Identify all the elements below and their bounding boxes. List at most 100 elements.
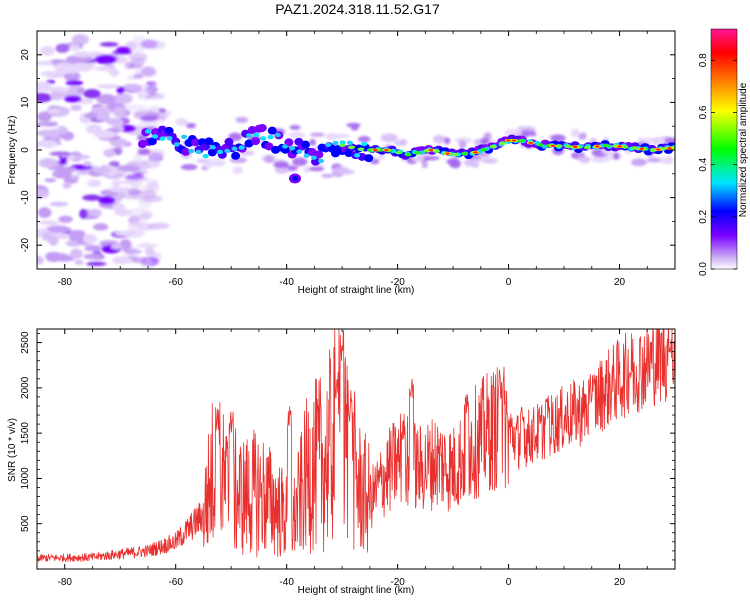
ridge-core (152, 134, 159, 139)
colorbar-tick-label: 0.8 (698, 53, 709, 67)
noise-blob (49, 201, 69, 207)
noise-blob (133, 214, 150, 221)
noise-blob (138, 259, 151, 267)
snr-y-axis-label: SNR (10 * v/v) (7, 418, 18, 482)
halo-blob (421, 162, 429, 169)
noise-blob (48, 235, 59, 246)
noise-blob (37, 139, 59, 148)
noise-blob (62, 182, 72, 189)
noise-blob (133, 35, 146, 45)
halo-blob (175, 117, 189, 126)
noise-blob (136, 242, 158, 249)
noise-blob (107, 186, 132, 193)
noise-blob (47, 108, 61, 114)
ridge-core (231, 146, 238, 151)
spectrogram-blobs (37, 34, 675, 267)
noise-blob (144, 247, 155, 256)
noise-blob (44, 178, 57, 183)
ridge-blob (231, 151, 241, 160)
noise-blob (79, 208, 88, 219)
noise-blob (37, 188, 50, 199)
noise-blob (142, 189, 156, 199)
noise-blob (70, 174, 80, 180)
ridge-red (617, 145, 622, 148)
halo-blob (570, 128, 580, 138)
noise-blob (76, 86, 85, 94)
ridge-blob (251, 137, 261, 146)
x-tick-label: -60 (168, 277, 183, 288)
noise-blob (57, 160, 68, 165)
noise-blob (40, 70, 64, 77)
snr-frame (36, 328, 676, 570)
snr-series-line (37, 329, 675, 562)
spectrogram-panel: -80 -60 -40 -20 0 20 -20 -10 0 10 20 Height of str… (7, 30, 676, 296)
halo-blob (433, 134, 446, 144)
noise-blob (58, 215, 73, 223)
x-tick-label: 20 (614, 277, 626, 288)
noise-blob (37, 255, 44, 265)
noise-blob (125, 75, 144, 80)
noise-blob (106, 117, 124, 126)
noise-blob (38, 158, 59, 168)
ridge-core (296, 149, 303, 154)
ridge-red (550, 144, 556, 147)
noise-blob (145, 81, 157, 87)
halo-blob (332, 133, 351, 139)
noise-blob (64, 95, 82, 103)
noise-blob (128, 43, 146, 53)
noise-blob (63, 71, 81, 82)
y-tick-label: 10 (20, 96, 31, 108)
halo-blob (398, 138, 408, 147)
ridge-red (511, 139, 517, 142)
spectrogram-x-axis-label: Height of straight line (km) (298, 285, 415, 296)
ridge-red (373, 149, 378, 151)
ridge-core (159, 136, 166, 141)
noise-blob (126, 189, 143, 195)
noise-blob (110, 243, 123, 250)
noise-blob (37, 111, 52, 122)
noise-blob (148, 222, 170, 230)
noise-blob (94, 54, 117, 65)
ridge-green (498, 141, 506, 145)
halo-blob (613, 152, 620, 160)
halo-blob (550, 134, 566, 143)
noise-blob (43, 121, 59, 127)
ridge-core (267, 134, 274, 140)
halo-blob (380, 133, 398, 143)
halo-blob (274, 162, 289, 168)
halo-blob (631, 158, 647, 167)
noise-blob (73, 55, 93, 63)
ridge-core (209, 145, 216, 150)
noise-blob (113, 93, 133, 104)
figure-title: PAZ1.2024.318.11.52.G17 (275, 1, 440, 17)
noise-blob (84, 112, 99, 119)
noise-blob (133, 153, 142, 162)
halo-blob (471, 163, 480, 168)
ridge-blob (181, 147, 191, 156)
halo-blob (591, 155, 610, 163)
noise-blob (56, 125, 68, 135)
noise-blob (116, 46, 132, 54)
noise-blob (124, 173, 145, 181)
ridge-green (602, 143, 610, 148)
ridge-core (325, 142, 332, 147)
noise-blob (96, 94, 117, 105)
colorbar-ticks: 0.0 0.2 0.4 0.6 0.8 (698, 53, 737, 276)
noise-blob (93, 167, 112, 174)
noise-blob (127, 222, 150, 232)
ridge-green (348, 145, 356, 150)
noise-blob (47, 226, 72, 233)
noise-blob (115, 230, 137, 236)
ridge-green (414, 151, 422, 155)
noise-blob (56, 166, 77, 173)
halo-blob (235, 116, 248, 123)
snr-x-axis-label: Height of straight line (km) (298, 585, 415, 596)
noise-blob (92, 223, 109, 231)
x-tick-label: -80 (58, 277, 73, 288)
ridge-green (536, 143, 544, 147)
ridge-core (361, 141, 368, 147)
noise-blob (37, 207, 52, 218)
ridge-core (166, 136, 173, 141)
halo-blob (309, 132, 325, 137)
noise-blob (83, 161, 92, 167)
